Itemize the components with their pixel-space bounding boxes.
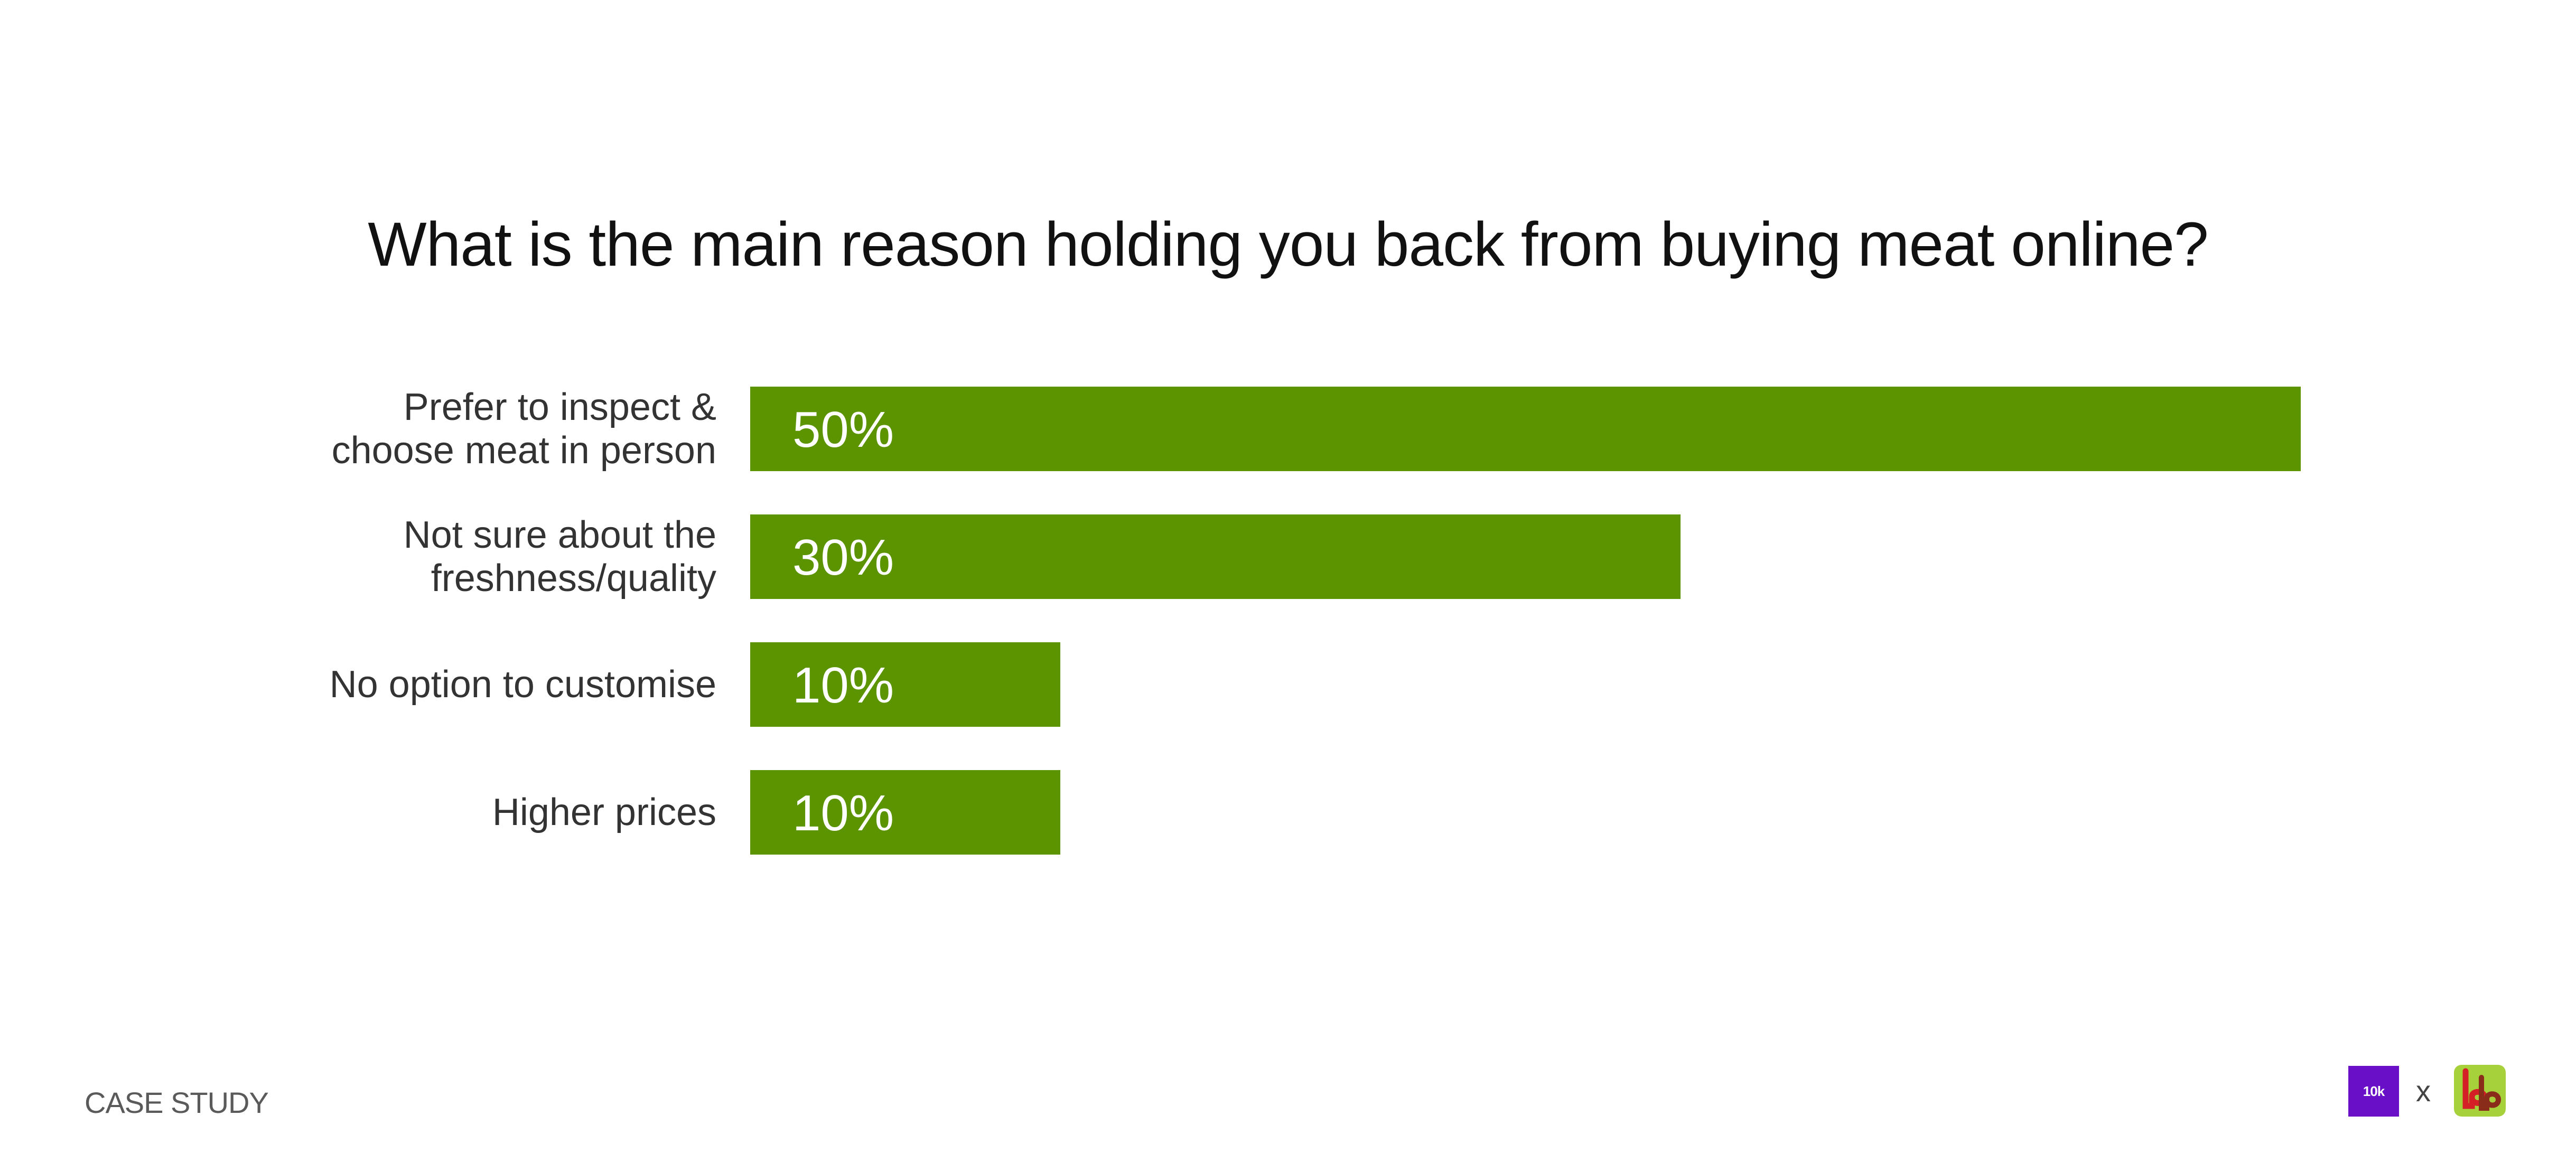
- category-label-1: Not sure about the freshness/quality: [404, 514, 716, 599]
- logo-separator: x: [2416, 1074, 2431, 1108]
- category-label-2: No option to customise: [330, 663, 716, 706]
- bar-3: [750, 770, 1060, 855]
- bar-value-label-1: 30%: [792, 529, 894, 586]
- bar-2: [750, 642, 1060, 727]
- bigbasket-logo-icon: [2454, 1065, 2506, 1117]
- category-label-0: Prefer to inspect & choose meat in person: [332, 386, 716, 472]
- category-label-3: Higher prices: [492, 791, 716, 833]
- bar-value-label-2: 10%: [792, 657, 894, 714]
- case-study-label: CASE STUDY: [85, 1086, 269, 1119]
- chart-title: What is the main reason holding you back…: [368, 210, 2209, 279]
- bar-0: [750, 387, 2301, 471]
- 10k-logo-icon: 10k: [2348, 1066, 2399, 1117]
- bar-value-label-0: 50%: [792, 401, 894, 458]
- bar-1: [750, 514, 1681, 599]
- bar-value-label-3: 10%: [792, 785, 894, 841]
